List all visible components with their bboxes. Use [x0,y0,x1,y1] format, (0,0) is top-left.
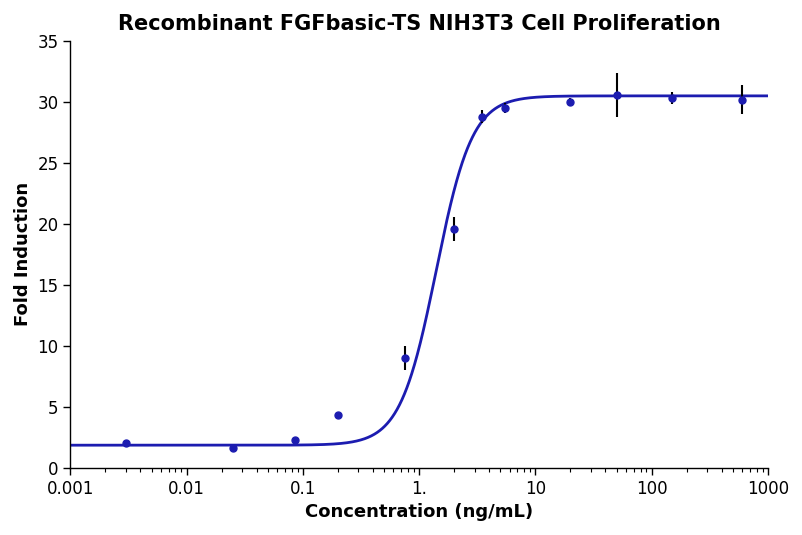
X-axis label: Concentration (ng/mL): Concentration (ng/mL) [305,503,533,521]
Title: Recombinant FGFbasic-TS NIH3T3 Cell Proliferation: Recombinant FGFbasic-TS NIH3T3 Cell Prol… [118,14,719,34]
Y-axis label: Fold Induction: Fold Induction [14,182,32,326]
